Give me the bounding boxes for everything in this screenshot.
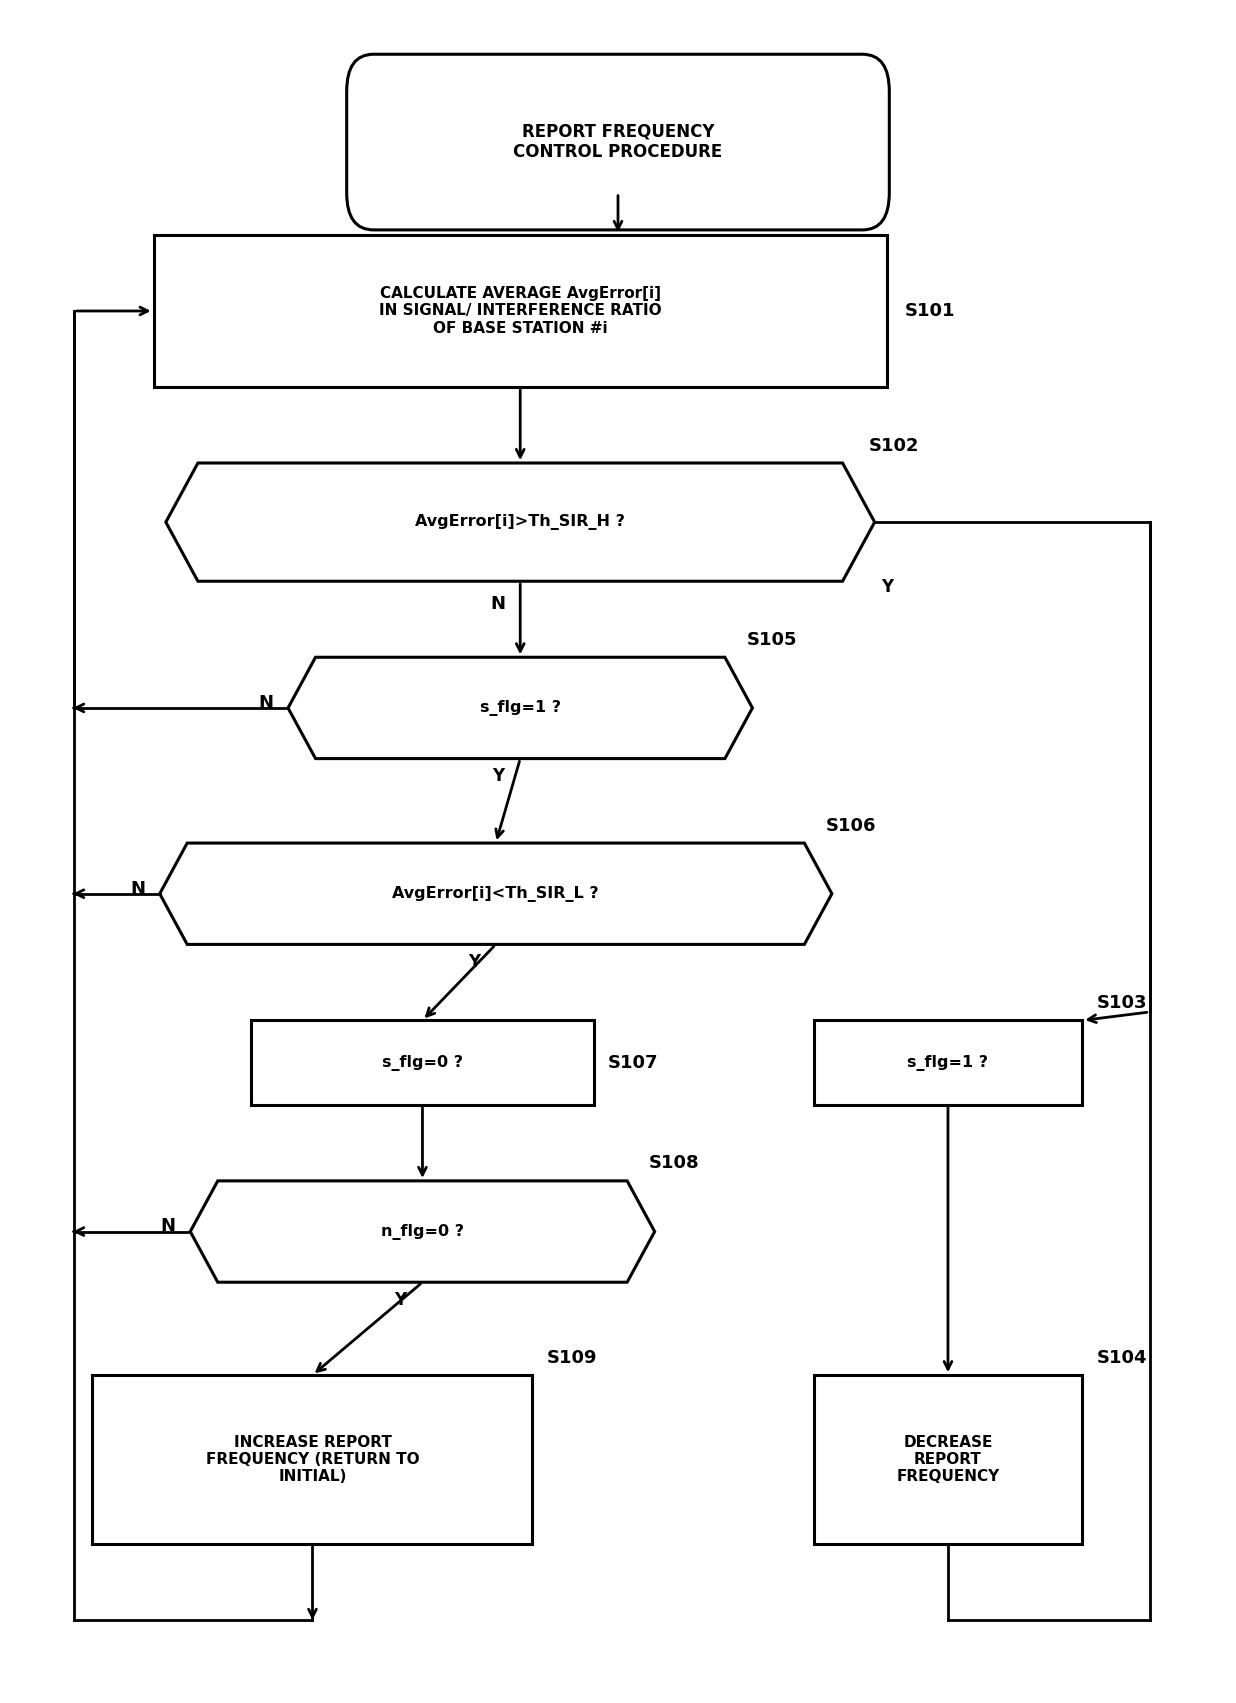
Text: S104: S104 [1098,1349,1147,1368]
Text: s_flg=1 ?: s_flg=1 ? [480,700,561,715]
Text: N: N [491,594,506,613]
Text: S103: S103 [1098,995,1147,1012]
Text: Y: Y [492,766,504,785]
Bar [813,1374,1083,1545]
Text: N: N [161,1218,176,1235]
Text: S106: S106 [826,817,876,834]
Text: AvgError[i]<Th_SIR_L ?: AvgError[i]<Th_SIR_L ? [393,886,599,901]
Bar [153,235,887,387]
Text: s_flg=1 ?: s_flg=1 ? [907,1054,989,1071]
Text: REPORT FREQUENCY
CONTROL PROCEDURE: REPORT FREQUENCY CONTROL PROCEDURE [513,123,723,162]
Polygon shape [166,463,875,581]
Text: S102: S102 [869,436,920,455]
Text: S108: S108 [649,1155,700,1172]
Text: CALCULATE AVERAGE AvgError[i]
IN SIGNAL/ INTERFERENCE RATIO
OF BASE STATION #i: CALCULATE AVERAGE AvgError[i] IN SIGNAL/… [379,286,661,335]
Text: Y: Y [467,954,480,971]
Text: S105: S105 [747,630,797,649]
Polygon shape [159,843,832,945]
Bar [93,1374,533,1545]
Text: Y: Y [394,1291,407,1308]
Text: AvgError[i]>Th_SIR_H ?: AvgError[i]>Th_SIR_H ? [415,514,625,530]
Text: N: N [130,880,145,897]
Bar [813,1020,1083,1105]
Bar [251,1020,593,1105]
Text: S107: S107 [608,1054,659,1071]
Polygon shape [190,1180,655,1282]
Polygon shape [288,657,753,758]
Text: s_flg=0 ?: s_flg=0 ? [382,1054,464,1071]
Text: INCREASE REPORT
FREQUENCY (RETURN TO
INITIAL): INCREASE REPORT FREQUENCY (RETURN TO INI… [205,1434,419,1485]
Text: n_flg=0 ?: n_flg=0 ? [381,1223,464,1240]
Text: DECREASE
REPORT
FREQUENCY: DECREASE REPORT FREQUENCY [896,1434,1000,1485]
Text: Y: Y [881,577,892,596]
Text: N: N [258,693,273,712]
Text: S101: S101 [905,301,955,320]
FancyBboxPatch shape [346,54,890,230]
Text: S109: S109 [548,1349,598,1368]
